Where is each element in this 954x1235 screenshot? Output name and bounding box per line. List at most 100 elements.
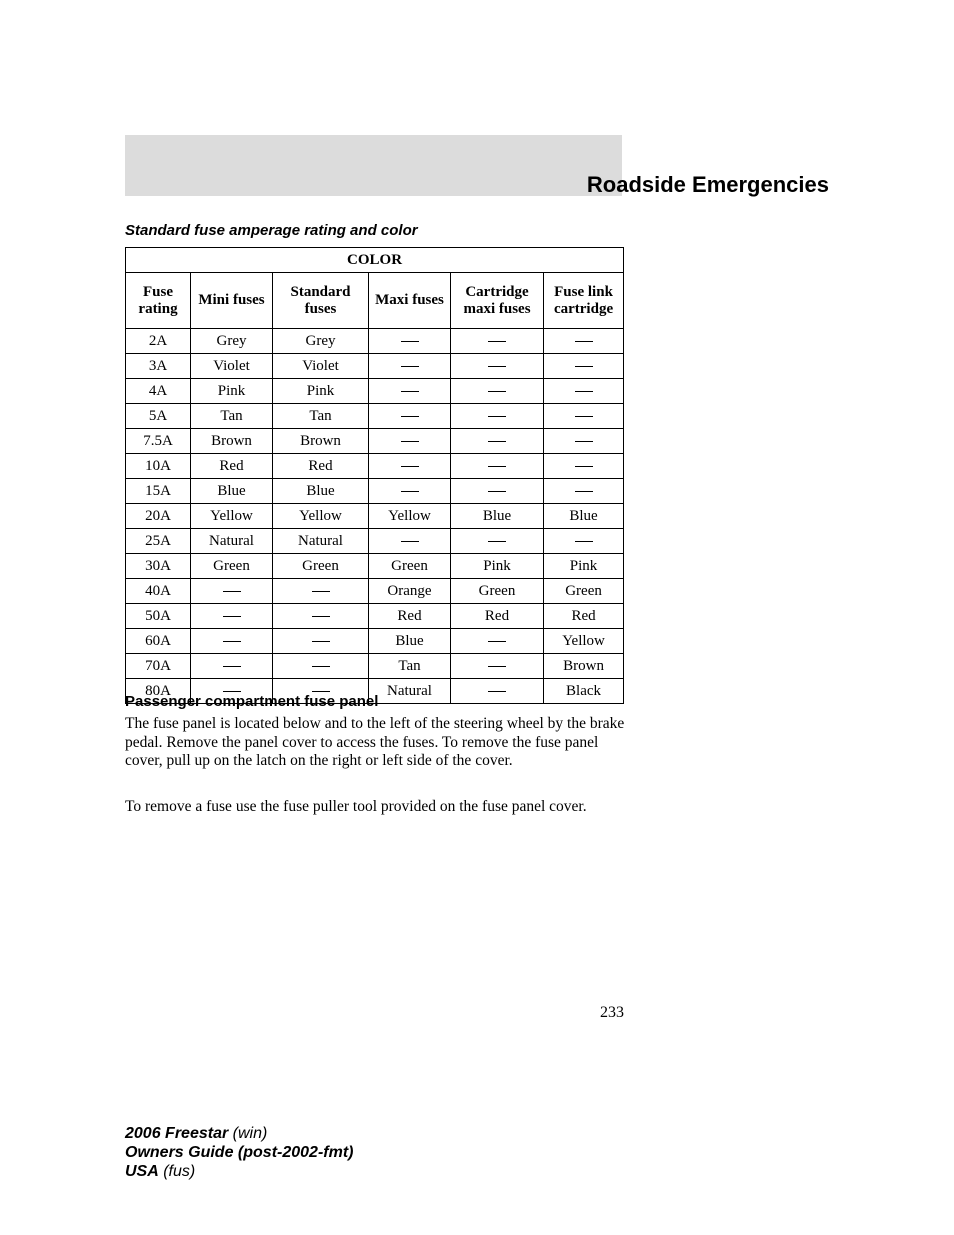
- dash-icon: [575, 541, 593, 542]
- col-header-standard: Standard fuses: [273, 273, 369, 329]
- table-cell: Blue: [273, 479, 369, 504]
- table-cell: [544, 529, 624, 554]
- dash-icon: [401, 366, 419, 367]
- table-cell: [273, 654, 369, 679]
- table-cell: Natural: [369, 679, 451, 704]
- table-cell: 5A: [126, 404, 191, 429]
- table-cell: [451, 479, 544, 504]
- table-cell: 50A: [126, 604, 191, 629]
- table-cell: Red: [369, 604, 451, 629]
- table-cell: [451, 454, 544, 479]
- table-cell: Yellow: [369, 504, 451, 529]
- dash-icon: [223, 591, 241, 592]
- dash-icon: [223, 616, 241, 617]
- col-header-rating: Fuse rating: [126, 273, 191, 329]
- table-cell: [544, 454, 624, 479]
- table-cell: [451, 629, 544, 654]
- col-header-maxi: Maxi fuses: [369, 273, 451, 329]
- col-header-fuselink: Fuse link cartridge: [544, 273, 624, 329]
- header-gray-bar: [125, 135, 622, 196]
- table-cell: Yellow: [191, 504, 273, 529]
- table-cell: Blue: [191, 479, 273, 504]
- dash-icon: [401, 466, 419, 467]
- table-cell: [273, 579, 369, 604]
- table-cell: [451, 354, 544, 379]
- table-cell: [369, 329, 451, 354]
- fuse-color-table: COLOR Fuse rating Mini fuses Standard fu…: [125, 247, 623, 704]
- dash-icon: [488, 366, 506, 367]
- page-number: 233: [600, 1004, 624, 1022]
- dash-icon: [312, 691, 330, 692]
- table-row: 7.5ABrownBrown: [126, 429, 624, 454]
- table-cell: 30A: [126, 554, 191, 579]
- table-cell: [544, 479, 624, 504]
- table-row: 3AVioletViolet: [126, 354, 624, 379]
- dash-icon: [401, 341, 419, 342]
- table-cell: Red: [451, 604, 544, 629]
- table-cell: Green: [451, 579, 544, 604]
- table-cell: [451, 529, 544, 554]
- table-cell: Red: [544, 604, 624, 629]
- table-cell: 7.5A: [126, 429, 191, 454]
- dash-icon: [312, 616, 330, 617]
- footer-line1-ital: (win): [228, 1125, 267, 1142]
- table-row: 50ARedRedRed: [126, 604, 624, 629]
- table-row: 60ABlueYellow: [126, 629, 624, 654]
- table-cell: 70A: [126, 654, 191, 679]
- table-row: 40AOrangeGreenGreen: [126, 579, 624, 604]
- table-cell: [544, 329, 624, 354]
- dash-icon: [401, 416, 419, 417]
- table-cell: [544, 404, 624, 429]
- dash-icon: [223, 691, 241, 692]
- dash-icon: [488, 341, 506, 342]
- table-cell: Natural: [273, 529, 369, 554]
- table-cell: [273, 604, 369, 629]
- dash-icon: [575, 441, 593, 442]
- table-cell: Violet: [191, 354, 273, 379]
- table-cell: Brown: [544, 654, 624, 679]
- table-cell: Red: [273, 454, 369, 479]
- table-row: 2AGreyGrey: [126, 329, 624, 354]
- table-cell: Blue: [544, 504, 624, 529]
- table-cell: [191, 604, 273, 629]
- table-cell: Yellow: [544, 629, 624, 654]
- dash-icon: [488, 666, 506, 667]
- subheader-passenger-fuse: Passenger compartment fuse panel: [125, 693, 378, 710]
- footer-line2-bold: Owners Guide (post-2002-fmt): [125, 1144, 353, 1161]
- dash-icon: [575, 491, 593, 492]
- table-cell: Violet: [273, 354, 369, 379]
- table-cell: Blue: [451, 504, 544, 529]
- table-row: 4APinkPink: [126, 379, 624, 404]
- dash-icon: [312, 591, 330, 592]
- table-cell: [191, 629, 273, 654]
- table-cell: [451, 404, 544, 429]
- table-cell: [544, 429, 624, 454]
- dash-icon: [312, 641, 330, 642]
- subheader-fuse-rating: Standard fuse amperage rating and color: [125, 222, 418, 239]
- table-cell: Natural: [191, 529, 273, 554]
- table-cell: Yellow: [273, 504, 369, 529]
- table-cell: [369, 429, 451, 454]
- table-cell: [369, 454, 451, 479]
- table-row: 25ANaturalNatural: [126, 529, 624, 554]
- table-cell: 20A: [126, 504, 191, 529]
- section-title: Roadside Emergencies: [587, 172, 829, 198]
- table-cell: [191, 579, 273, 604]
- table-cell: Pink: [451, 554, 544, 579]
- table-cell: [369, 479, 451, 504]
- dash-icon: [223, 666, 241, 667]
- table-cell: [451, 654, 544, 679]
- table-cell: Tan: [191, 404, 273, 429]
- table-cell: Green: [544, 579, 624, 604]
- table-cell: [544, 354, 624, 379]
- dash-icon: [575, 466, 593, 467]
- footer-block: 2006 Freestar (win) Owners Guide (post-2…: [125, 1124, 353, 1182]
- dash-icon: [488, 441, 506, 442]
- table-cell: [369, 354, 451, 379]
- dash-icon: [401, 441, 419, 442]
- dash-icon: [488, 391, 506, 392]
- dash-icon: [488, 416, 506, 417]
- table-cell: Grey: [191, 329, 273, 354]
- table-cell: Pink: [544, 554, 624, 579]
- dash-icon: [575, 341, 593, 342]
